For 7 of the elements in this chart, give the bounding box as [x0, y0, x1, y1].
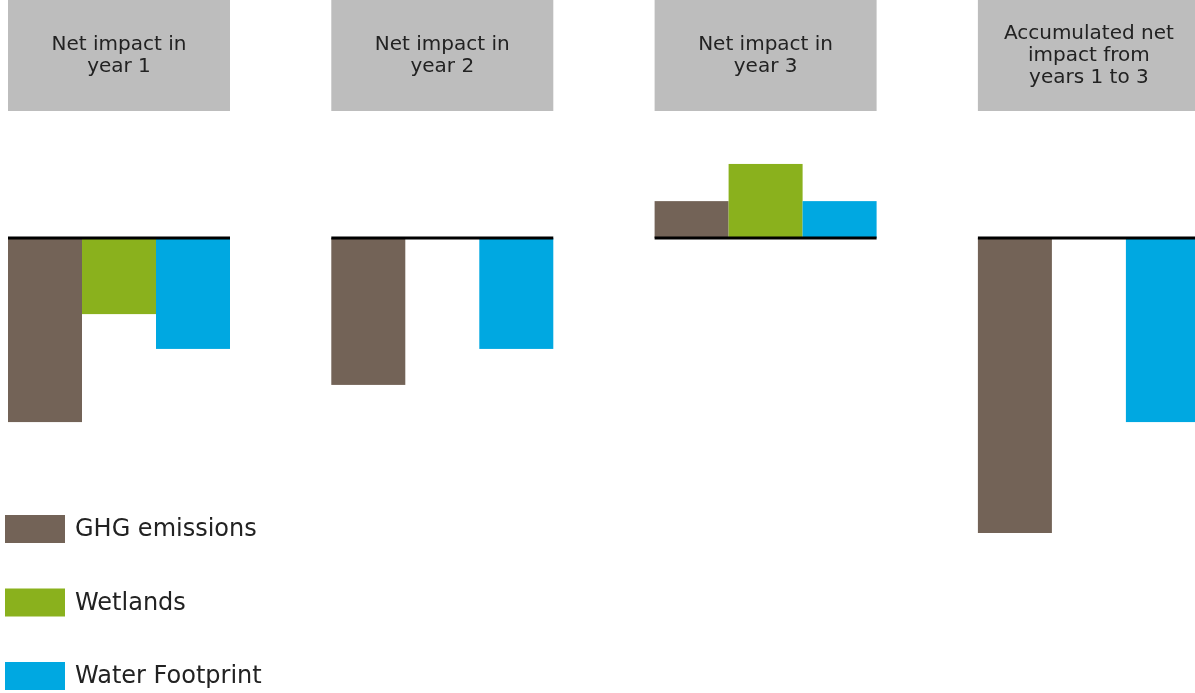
legend-label: GHG emissions [75, 514, 257, 542]
x-tick-label: Net impact in year 2 [374, 30, 510, 77]
x-tick-label: Accumulated net impact from years 1 to 3 [1003, 19, 1175, 88]
legend-label: Water Footprint [75, 661, 262, 689]
x-tick-label: Net impact in year 1 [51, 30, 187, 77]
x-tick-label: Net impact in year 3 [698, 30, 834, 77]
legend-label: Wetlands [75, 587, 186, 616]
